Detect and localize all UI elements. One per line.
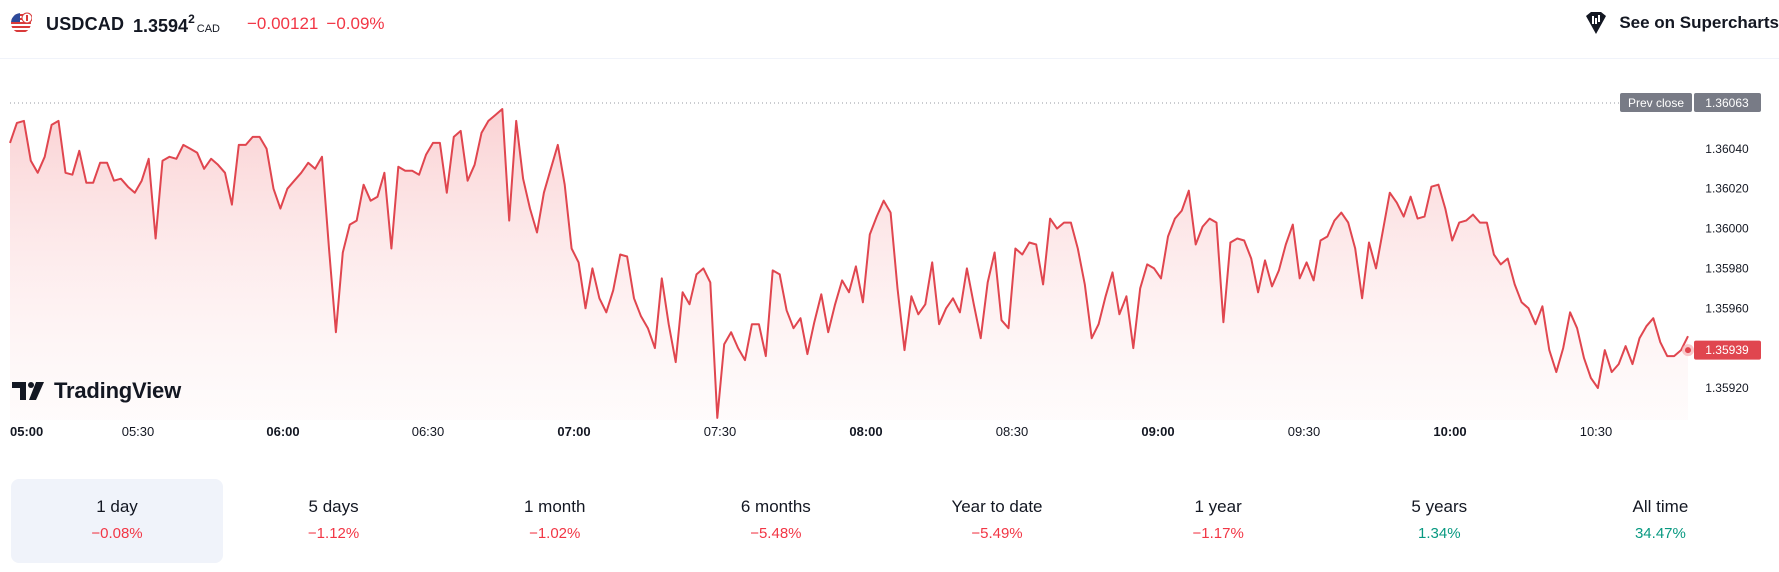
prev-close-label: Prev close bbox=[1628, 96, 1684, 110]
currency-code: CAD bbox=[196, 23, 220, 35]
x-tick-label: 08:00 bbox=[849, 424, 882, 439]
tradingview-logo-text: TradingView bbox=[54, 378, 181, 403]
period-change: −5.48% bbox=[750, 525, 802, 542]
price-change: −0.00121 −0.09% bbox=[247, 14, 385, 34]
period-year-to-date[interactable]: Year to date −5.49% bbox=[886, 479, 1107, 563]
x-tick-label: 07:00 bbox=[557, 424, 590, 439]
symbol-header: USDCAD 1.35942CAD −0.00121 −0.09% See on … bbox=[0, 0, 1779, 59]
period-label: 1 month bbox=[523, 497, 586, 516]
y-tick-label: 1.36040 bbox=[1705, 142, 1749, 156]
x-tick-label: 05:30 bbox=[122, 424, 155, 439]
change-absolute: −0.00121 bbox=[247, 14, 319, 33]
period-label: 5 years bbox=[1411, 497, 1468, 516]
x-tick-label: 08:30 bbox=[996, 424, 1029, 439]
period-1-month[interactable]: 1 month −1.02% bbox=[444, 479, 665, 563]
period-all-time[interactable]: All time 34.47% bbox=[1550, 479, 1771, 563]
tradingview-logo-icon bbox=[12, 382, 44, 400]
last-price: 1.35942CAD bbox=[133, 12, 220, 37]
y-tick-label: 1.36020 bbox=[1705, 182, 1749, 196]
last-price-tag: 1.35939 bbox=[1694, 340, 1761, 360]
last-price-value: 1.35939 bbox=[1705, 343, 1749, 357]
period-label: 6 months bbox=[740, 497, 811, 516]
x-tick-label: 07:30 bbox=[704, 424, 737, 439]
price-chart[interactable]: 1.36040 1.36020 1.36000 1.35980 1.35960 1.359… bbox=[0, 58, 1779, 448]
x-tick-label: 06:30 bbox=[412, 424, 445, 439]
prev-close-tag: Prev close 1.36063 bbox=[1620, 93, 1761, 112]
y-tick-label: 1.35980 bbox=[1705, 261, 1749, 275]
price-area-fill bbox=[10, 109, 1688, 420]
x-tick-label: 09:00 bbox=[1141, 424, 1174, 439]
period-selector: 1 day −0.08% 5 days −1.12% 1 month −1.02% 6 mo… bbox=[11, 479, 1771, 563]
symbol-name: USDCAD bbox=[46, 14, 125, 34]
period-change: −1.17% bbox=[1192, 525, 1244, 542]
period-1-day[interactable]: 1 day −0.08% bbox=[11, 479, 223, 563]
change-percent: −0.09% bbox=[326, 14, 385, 33]
period-label: 1 day bbox=[96, 497, 138, 516]
price-line bbox=[9, 108, 1689, 419]
period-6-months[interactable]: 6 months −5.48% bbox=[665, 479, 886, 563]
prev-close-value: 1.36063 bbox=[1705, 96, 1749, 110]
x-tick-label: 10:30 bbox=[1580, 424, 1613, 439]
us-ca-flag-icon bbox=[11, 12, 32, 33]
x-axis: 05:00 05:30 06:00 06:30 07:00 07:30 08:00 08:30… bbox=[10, 424, 1612, 439]
period-change: −1.12% bbox=[307, 525, 360, 542]
supercharts-icon bbox=[1586, 12, 1607, 34]
supercharts-label: See on Supercharts bbox=[1619, 13, 1779, 32]
period-change: 34.47% bbox=[1634, 525, 1686, 542]
tradingview-logo[interactable]: TradingView bbox=[12, 378, 181, 404]
period-label: All time bbox=[1632, 497, 1689, 516]
last-price-marker bbox=[1685, 347, 1691, 354]
price-main: 1.3594 bbox=[133, 16, 189, 36]
y-tick-label: 1.36000 bbox=[1705, 222, 1749, 236]
period-5-years[interactable]: 5 years 1.34% bbox=[1329, 479, 1550, 563]
period-1-year[interactable]: 1 year −1.17% bbox=[1108, 479, 1329, 563]
x-tick-label: 10:00 bbox=[1433, 424, 1466, 439]
period-change: −0.08% bbox=[91, 525, 143, 542]
period-label: 5 days bbox=[308, 497, 359, 516]
period-change: −5.49% bbox=[971, 525, 1023, 542]
period-5-days[interactable]: 5 days −1.12% bbox=[223, 479, 444, 563]
y-tick-label: 1.35920 bbox=[1705, 381, 1749, 395]
period-change: −1.02% bbox=[529, 525, 581, 542]
x-tick-label: 06:00 bbox=[266, 424, 299, 439]
y-tick-label: 1.35960 bbox=[1705, 301, 1749, 315]
price-fractional: 2 bbox=[188, 12, 195, 26]
period-label: 1 year bbox=[1194, 497, 1242, 516]
x-tick-label: 05:00 bbox=[10, 424, 43, 439]
x-tick-label: 09:30 bbox=[1288, 424, 1321, 439]
period-change: 1.34% bbox=[1418, 525, 1461, 542]
period-label: Year to date bbox=[951, 497, 1043, 516]
see-on-supercharts-link[interactable]: See on Supercharts bbox=[1583, 10, 1779, 36]
y-axis: 1.36040 1.36020 1.36000 1.35980 1.35960 1.359… bbox=[1705, 142, 1749, 395]
